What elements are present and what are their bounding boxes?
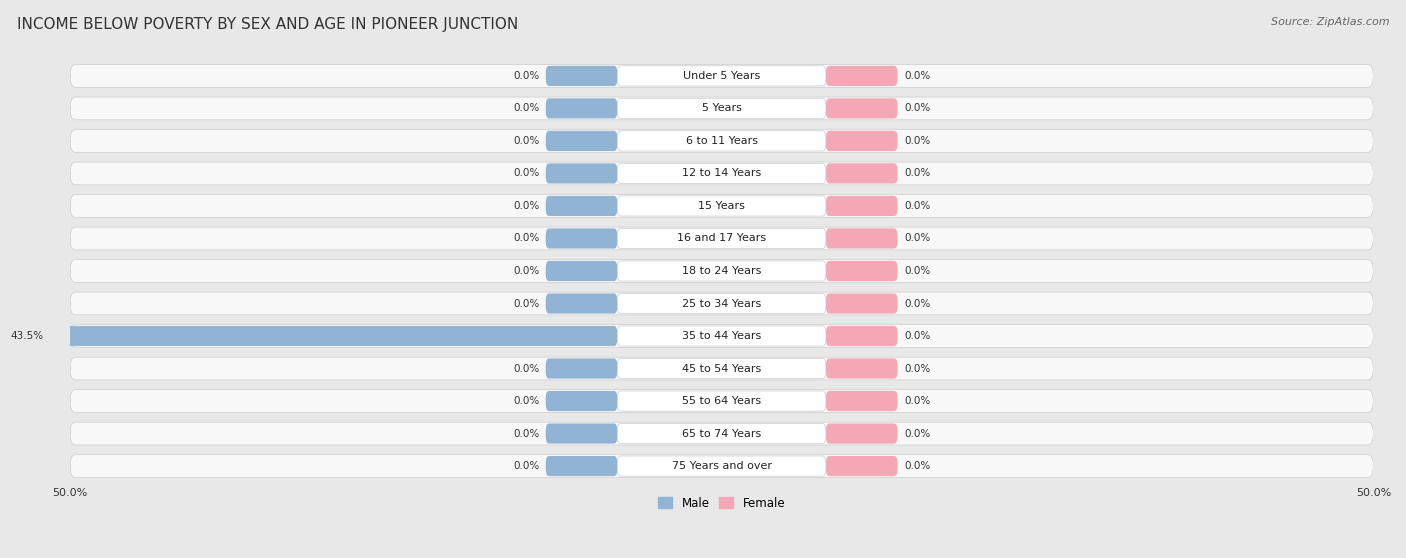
Text: 0.0%: 0.0% <box>904 71 931 81</box>
FancyBboxPatch shape <box>70 162 1374 185</box>
Text: 0.0%: 0.0% <box>904 201 931 211</box>
Text: 25 to 34 Years: 25 to 34 Years <box>682 299 761 309</box>
Text: Source: ZipAtlas.com: Source: ZipAtlas.com <box>1271 17 1389 27</box>
Text: 0.0%: 0.0% <box>904 266 931 276</box>
FancyBboxPatch shape <box>546 66 617 86</box>
FancyBboxPatch shape <box>546 228 617 248</box>
Text: 0.0%: 0.0% <box>513 169 538 179</box>
Text: 0.0%: 0.0% <box>513 461 538 471</box>
FancyBboxPatch shape <box>825 261 897 281</box>
Text: 0.0%: 0.0% <box>904 461 931 471</box>
FancyBboxPatch shape <box>70 292 1374 315</box>
FancyBboxPatch shape <box>825 326 897 346</box>
FancyBboxPatch shape <box>825 456 897 476</box>
FancyBboxPatch shape <box>825 358 897 379</box>
FancyBboxPatch shape <box>546 424 617 444</box>
Text: 43.5%: 43.5% <box>11 331 44 341</box>
Text: 0.0%: 0.0% <box>513 201 538 211</box>
Text: 0.0%: 0.0% <box>513 363 538 373</box>
FancyBboxPatch shape <box>617 98 825 118</box>
FancyBboxPatch shape <box>617 261 825 281</box>
FancyBboxPatch shape <box>825 196 897 216</box>
FancyBboxPatch shape <box>825 66 897 86</box>
FancyBboxPatch shape <box>617 391 825 411</box>
FancyBboxPatch shape <box>825 131 897 151</box>
Text: 0.0%: 0.0% <box>904 396 931 406</box>
Text: 0.0%: 0.0% <box>513 103 538 113</box>
Text: 0.0%: 0.0% <box>904 136 931 146</box>
FancyBboxPatch shape <box>546 294 617 314</box>
Text: 0.0%: 0.0% <box>513 136 538 146</box>
Text: 0.0%: 0.0% <box>513 266 538 276</box>
FancyBboxPatch shape <box>546 456 617 476</box>
Text: 12 to 14 Years: 12 to 14 Years <box>682 169 761 179</box>
Text: 0.0%: 0.0% <box>513 71 538 81</box>
Text: 0.0%: 0.0% <box>904 363 931 373</box>
FancyBboxPatch shape <box>546 196 617 216</box>
FancyBboxPatch shape <box>546 261 617 281</box>
Text: 0.0%: 0.0% <box>513 396 538 406</box>
FancyBboxPatch shape <box>70 227 1374 250</box>
FancyBboxPatch shape <box>825 294 897 314</box>
FancyBboxPatch shape <box>617 66 825 86</box>
FancyBboxPatch shape <box>70 65 1374 87</box>
FancyBboxPatch shape <box>825 391 897 411</box>
Legend: Male, Female: Male, Female <box>654 492 790 514</box>
FancyBboxPatch shape <box>617 424 825 444</box>
FancyBboxPatch shape <box>70 422 1374 445</box>
Text: 65 to 74 Years: 65 to 74 Years <box>682 429 761 439</box>
FancyBboxPatch shape <box>825 163 897 184</box>
Text: 0.0%: 0.0% <box>904 103 931 113</box>
FancyBboxPatch shape <box>546 98 617 118</box>
Text: 0.0%: 0.0% <box>904 169 931 179</box>
FancyBboxPatch shape <box>70 357 1374 380</box>
Text: 0.0%: 0.0% <box>904 331 931 341</box>
FancyBboxPatch shape <box>546 358 617 379</box>
FancyBboxPatch shape <box>70 97 1374 120</box>
Text: 35 to 44 Years: 35 to 44 Years <box>682 331 761 341</box>
FancyBboxPatch shape <box>617 228 825 248</box>
FancyBboxPatch shape <box>546 163 617 184</box>
Text: Under 5 Years: Under 5 Years <box>683 71 761 81</box>
FancyBboxPatch shape <box>617 131 825 151</box>
FancyBboxPatch shape <box>70 325 1374 348</box>
Text: 0.0%: 0.0% <box>904 233 931 243</box>
FancyBboxPatch shape <box>825 228 897 248</box>
FancyBboxPatch shape <box>546 391 617 411</box>
Text: 6 to 11 Years: 6 to 11 Years <box>686 136 758 146</box>
FancyBboxPatch shape <box>617 196 825 216</box>
Text: INCOME BELOW POVERTY BY SEX AND AGE IN PIONEER JUNCTION: INCOME BELOW POVERTY BY SEX AND AGE IN P… <box>17 17 519 32</box>
FancyBboxPatch shape <box>70 129 1374 152</box>
Text: 0.0%: 0.0% <box>513 429 538 439</box>
FancyBboxPatch shape <box>70 389 1374 412</box>
Text: 45 to 54 Years: 45 to 54 Years <box>682 363 761 373</box>
FancyBboxPatch shape <box>617 358 825 379</box>
FancyBboxPatch shape <box>617 326 825 346</box>
Text: 0.0%: 0.0% <box>513 299 538 309</box>
FancyBboxPatch shape <box>70 455 1374 478</box>
FancyBboxPatch shape <box>617 294 825 314</box>
Text: 55 to 64 Years: 55 to 64 Years <box>682 396 761 406</box>
Text: 0.0%: 0.0% <box>904 299 931 309</box>
FancyBboxPatch shape <box>617 456 825 476</box>
FancyBboxPatch shape <box>70 259 1374 282</box>
FancyBboxPatch shape <box>617 163 825 184</box>
FancyBboxPatch shape <box>825 98 897 118</box>
Text: 75 Years and over: 75 Years and over <box>672 461 772 471</box>
Text: 16 and 17 Years: 16 and 17 Years <box>678 233 766 243</box>
FancyBboxPatch shape <box>51 326 617 346</box>
Text: 5 Years: 5 Years <box>702 103 741 113</box>
FancyBboxPatch shape <box>825 424 897 444</box>
Text: 18 to 24 Years: 18 to 24 Years <box>682 266 761 276</box>
Text: 0.0%: 0.0% <box>513 233 538 243</box>
Text: 0.0%: 0.0% <box>904 429 931 439</box>
FancyBboxPatch shape <box>70 195 1374 217</box>
Text: 15 Years: 15 Years <box>699 201 745 211</box>
FancyBboxPatch shape <box>546 131 617 151</box>
